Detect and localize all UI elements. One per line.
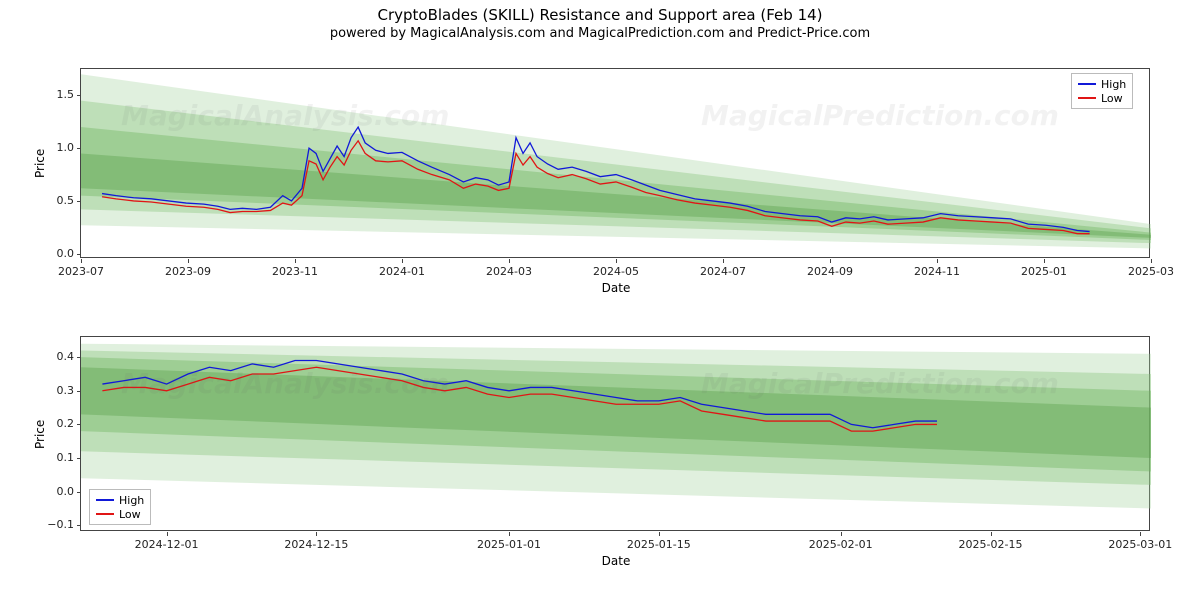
top-ylabel: Price (33, 149, 47, 178)
top-xtick-label: 2025-03 (1111, 265, 1191, 278)
top-chart-svg (81, 69, 1151, 259)
top-ytick-label: 0.0 (26, 247, 74, 260)
top-legend-label-high: High (1101, 78, 1126, 91)
bottom-xlabel: Date (81, 554, 1151, 568)
top-legend-item-low: Low (1078, 91, 1126, 105)
bottom-ytick (77, 391, 81, 392)
bottom-xtick-label: 2024-12-01 (127, 538, 207, 551)
top-xtick (937, 259, 938, 263)
bottom-xtick (316, 532, 317, 536)
top-xtick (81, 259, 82, 263)
top-xtick (616, 259, 617, 263)
bottom-ytick-label: 0.0 (26, 485, 74, 498)
chart-title: CryptoBlades (SKILL) Resistance and Supp… (0, 6, 1200, 24)
bottom-ytick-label: 0.3 (26, 384, 74, 397)
top-ytick (77, 148, 81, 149)
bottom-xtick-label: 2025-03-01 (1100, 538, 1180, 551)
top-xtick (402, 259, 403, 263)
bottom-xtick (659, 532, 660, 536)
bottom-xtick (841, 532, 842, 536)
top-xtick-label: 2024-01 (362, 265, 442, 278)
bottom-ytick (77, 424, 81, 425)
top-xtick (830, 259, 831, 263)
top-legend-item-high: High (1078, 77, 1126, 91)
bottom-ytick-label: 0.4 (26, 350, 74, 363)
top-xtick-label: 2024-05 (576, 265, 656, 278)
top-xtick (723, 259, 724, 263)
top-xtick-label: 2025-01 (1004, 265, 1084, 278)
top-xtick-label: 2023-07 (41, 265, 121, 278)
top-xtick-label: 2023-09 (148, 265, 228, 278)
bottom-ytick-label: −0.1 (26, 518, 74, 531)
top-ytick (77, 254, 81, 255)
top-chart-panel: MagicalAnalysis.com MagicalPrediction.co… (80, 68, 1150, 258)
top-xtick (295, 259, 296, 263)
bottom-legend-label-high: High (119, 494, 144, 507)
top-ytick (77, 95, 81, 96)
top-xtick (1151, 259, 1152, 263)
top-ytick (77, 201, 81, 202)
bottom-xtick-label: 2025-01-01 (469, 538, 549, 551)
top-xtick (509, 259, 510, 263)
bottom-legend-swatch-high (96, 499, 114, 501)
bottom-xtick (991, 532, 992, 536)
bottom-xtick-label: 2024-12-15 (276, 538, 356, 551)
bottom-legend-label-low: Low (119, 508, 141, 521)
bottom-ytick (77, 492, 81, 493)
top-legend-swatch-high (1078, 83, 1096, 85)
top-legend-swatch-low (1078, 97, 1096, 99)
bottom-ytick-label: 0.1 (26, 451, 74, 464)
bottom-legend-item-high: High (96, 493, 144, 507)
bottom-xtick (167, 532, 168, 536)
top-xlabel: Date (81, 281, 1151, 295)
top-xtick-label: 2024-03 (469, 265, 549, 278)
top-xtick-label: 2024-11 (897, 265, 977, 278)
bottom-legend-item-low: Low (96, 507, 144, 521)
bottom-legend-swatch-low (96, 513, 114, 515)
bottom-xtick-label: 2025-02-01 (801, 538, 881, 551)
bottom-xtick-label: 2025-01-15 (619, 538, 699, 551)
top-xtick (188, 259, 189, 263)
top-xtick (1044, 259, 1045, 263)
top-ytick-label: 1.5 (26, 88, 74, 101)
top-xtick-label: 2024-07 (683, 265, 763, 278)
chart-subtitle: powered by MagicalAnalysis.com and Magic… (0, 26, 1200, 41)
bottom-xtick-label: 2025-02-15 (951, 538, 1031, 551)
top-legend-label-low: Low (1101, 92, 1123, 105)
top-xtick-label: 2024-09 (790, 265, 870, 278)
bottom-xtick (1140, 532, 1141, 536)
bottom-ytick (77, 357, 81, 358)
bottom-ytick (77, 525, 81, 526)
bottom-ylabel: Price (33, 419, 47, 448)
top-xtick-label: 2023-11 (255, 265, 335, 278)
bottom-chart-svg (81, 337, 1151, 532)
bottom-xtick (509, 532, 510, 536)
bottom-chart-panel: MagicalAnalysis.com MagicalPrediction.co… (80, 336, 1150, 531)
bottom-legend: HighLow (89, 489, 151, 525)
bottom-ytick (77, 458, 81, 459)
top-ytick-label: 0.5 (26, 194, 74, 207)
top-legend: HighLow (1071, 73, 1133, 109)
